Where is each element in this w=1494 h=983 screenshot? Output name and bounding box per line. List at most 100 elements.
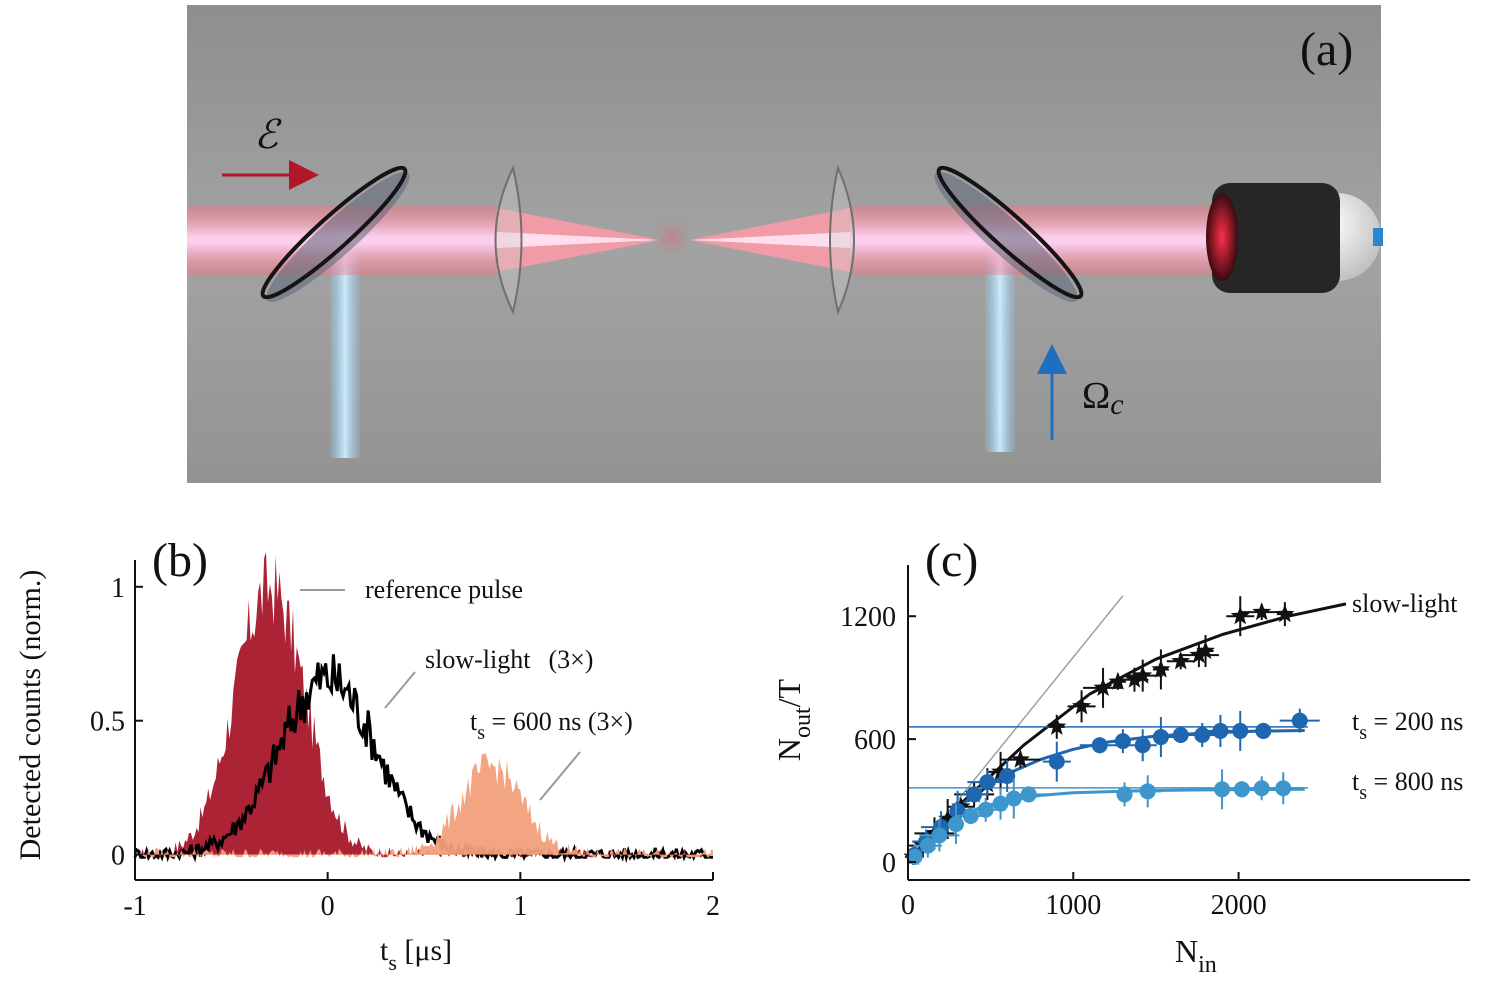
- legend-ts-800: ts = 800 ns: [1352, 767, 1463, 804]
- panel-c-x-tick-label: 0: [901, 890, 915, 921]
- series-0-point: [1196, 641, 1215, 660]
- legend-ts-200: ts = 200 ns: [1352, 707, 1463, 744]
- panel-b-chart: -1 0 1 2 0 0.5 1 (b) Detected counts (norm.) t…: [14, 534, 720, 975]
- series-2-point: [1139, 783, 1156, 800]
- series-0-point: [1151, 659, 1171, 678]
- panel-c-series: [903, 596, 1320, 865]
- series-0-point: [1252, 602, 1272, 621]
- panel-b-y-tick-label: 1: [111, 573, 125, 604]
- series-2-point: [1116, 786, 1133, 803]
- legend-ts-800-sub: s: [1359, 782, 1367, 804]
- reference-annotation: reference pulse: [365, 575, 523, 604]
- series-1-point: [1291, 712, 1308, 729]
- panel-c-y-tick-label: 0: [882, 848, 896, 879]
- panel-c-y-label-sub: out: [790, 707, 816, 738]
- series-1-point: [1232, 722, 1249, 739]
- series-1-point: [1194, 727, 1211, 744]
- series-2-point: [1233, 781, 1250, 798]
- panel-a-label: (a): [1300, 23, 1353, 76]
- panel-c-y-label-rest: /T: [771, 678, 807, 707]
- atom-cloud: [648, 213, 696, 261]
- series-0-point: [938, 809, 958, 828]
- series-1-point: [1114, 733, 1131, 750]
- series-0-point: [991, 761, 1011, 780]
- series-1-point: [1134, 737, 1151, 754]
- panel-b-x-tick-label: -1: [123, 891, 146, 922]
- legend-ts-200-rest: = 200 ns: [1367, 707, 1463, 736]
- series-2-point: [1253, 780, 1270, 797]
- series-0-point: [1010, 749, 1030, 768]
- panel-b-y-label: Detected counts (norm.): [14, 570, 47, 861]
- panel-b-x-tick-label: 0: [321, 891, 335, 922]
- panel-c-y-tick-label: 1200: [840, 602, 896, 633]
- series-2-point: [1214, 781, 1231, 798]
- panel-c-x-tick-label: 1000: [1045, 890, 1101, 921]
- legend-ts-200-main: t: [1352, 707, 1360, 736]
- series-1-point: [1172, 727, 1189, 744]
- panel-b-x-tick-label: 2: [706, 891, 720, 922]
- panel-c-x-label: Nin: [1175, 933, 1217, 978]
- slow-light-annotation-factor: (3×): [548, 645, 593, 674]
- series-2-point: [1275, 780, 1292, 797]
- legend-ts-200-sub: s: [1359, 722, 1367, 744]
- panel-b-x-tick-label: 1: [513, 891, 527, 922]
- series-1-point: [1048, 753, 1065, 770]
- stored-annotation-main: t: [470, 707, 478, 736]
- legend-slow-light: slow-light: [1352, 589, 1458, 618]
- legend-ts-800-main: t: [1352, 767, 1360, 796]
- panel-b-series: [133, 551, 713, 864]
- stored-annotation-sub: s: [477, 722, 485, 744]
- panel-c-y-tick-label: 600: [854, 725, 896, 756]
- lens-left: [494, 165, 523, 315]
- dichroic-mirror-left: [260, 165, 410, 302]
- series-2-point: [1020, 786, 1037, 803]
- series-1-point: [1091, 737, 1108, 754]
- panel-c-y-label-main: N: [771, 738, 807, 761]
- series-2-point: [1005, 790, 1022, 807]
- series-1-point: [949, 802, 966, 819]
- control-symbol: Ωc: [1082, 375, 1124, 421]
- panel-c-x-label-main: N: [1175, 933, 1198, 969]
- series-0-point: [1133, 665, 1153, 684]
- series-0-point: [1124, 669, 1144, 688]
- panel-b-x-label-main: t: [380, 934, 389, 967]
- slow-light-annotation: slow-light (3×): [425, 645, 593, 674]
- series-2-point: [977, 801, 994, 818]
- panel-c-y-label: Nout/T: [771, 678, 816, 761]
- series-0-point: [1047, 716, 1067, 735]
- control-symbol-sub: c: [1110, 388, 1123, 421]
- series-2-point: [906, 848, 923, 865]
- control-symbol-main: Ω: [1082, 375, 1110, 417]
- panel-b-y-tick-label: 0: [111, 841, 125, 872]
- stored-leader-line: [539, 751, 581, 801]
- series-1-point: [1212, 722, 1229, 739]
- series-0-point: [1275, 604, 1295, 623]
- panel-a-setup: (a) ℰ Ωc: [187, 5, 1383, 483]
- series-1-point: [1255, 722, 1272, 739]
- panel-b-x-label-rest: [μs]: [397, 934, 452, 967]
- series-1-point: [966, 786, 983, 803]
- panel-b-axes: -1 0 1 2 0 0.5 1: [90, 560, 720, 922]
- series-0-point: [1230, 606, 1250, 625]
- series-1-point: [1152, 729, 1169, 746]
- series-2-point: [962, 807, 979, 824]
- panel-c-axes: 0 1000 2000 0 600 1200: [840, 565, 1470, 921]
- probe-beam-core-right: [690, 232, 850, 248]
- stored-annotation-rest: = 600 ns (3×): [485, 707, 633, 736]
- series-2-point: [992, 795, 1009, 812]
- single-photon-detector: [1206, 183, 1383, 293]
- panel-c-x-label-sub: in: [1198, 952, 1217, 978]
- panel-b-label: (b): [152, 534, 208, 587]
- series-2-point: [947, 816, 964, 833]
- slow-light-leader-line: [384, 671, 416, 709]
- series-0-area: [135, 551, 713, 858]
- series-2-point: [919, 837, 936, 854]
- panel-b-y-tick-label: 0.5: [90, 707, 125, 738]
- series-2-point: [931, 827, 948, 844]
- lens-right: [829, 164, 855, 316]
- series-0-point: [1171, 651, 1191, 670]
- probe-beam-core-left: [497, 232, 660, 248]
- series-0-point: [1072, 696, 1092, 715]
- dichroic-mirror-right: [934, 165, 1084, 302]
